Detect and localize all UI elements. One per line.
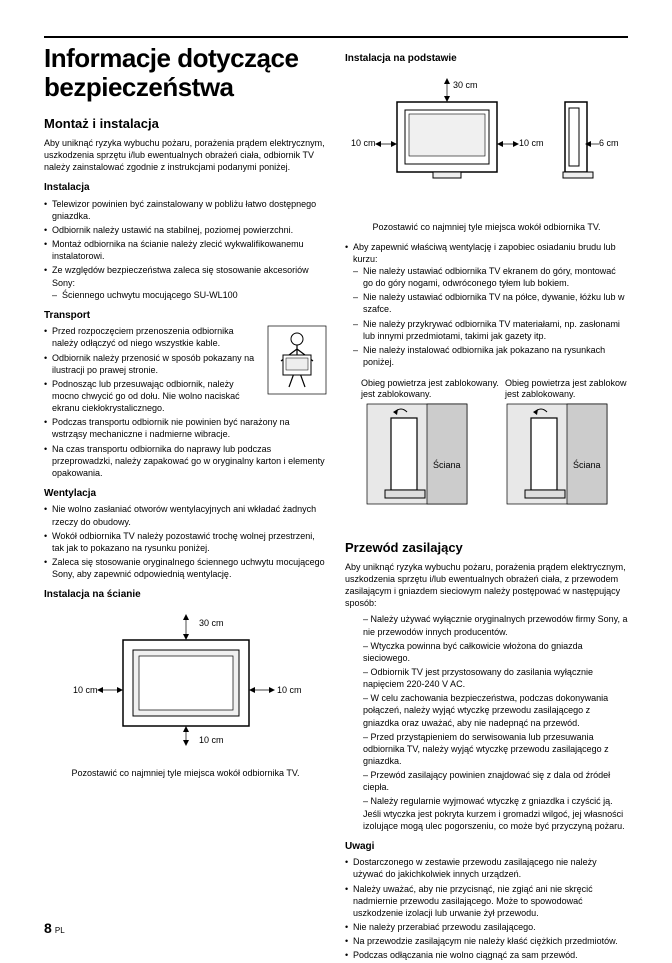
list-item: Aby zapewnić właściwą wentylację i zapob… [345,241,628,368]
svg-text:jest zablokowany.: jest zablokowany. [504,389,575,399]
list-item: Na czas transportu odbiornika do naprawy… [44,443,327,479]
list-item: Należy uważać, aby nie przycisnąć, nie z… [345,883,628,919]
wall-diagram-caption: Pozostawić co najmniej tyle miejsca wokó… [44,767,327,779]
list-item: – W celu zachowania bezpieczeństwa, podc… [353,692,628,728]
list-wentylacja: Nie wolno zasłaniać otworów wentylacyjny… [44,503,327,580]
list-item: – Należy regularnie wyjmować wtyczkę z g… [353,795,628,831]
svg-text:jest zablokowany.: jest zablokowany. [360,389,431,399]
heading-wentylacja: Wentylacja [44,487,327,501]
list-item: Nie należy przykrywać odbiornika TV mate… [353,318,628,342]
list-item: Telewizor powinien być zainstalowany w p… [44,198,327,222]
svg-text:30 cm: 30 cm [453,80,478,90]
svg-text:Obieg powietrza jest zablokowa: Obieg powietrza jest zablokowany. [505,378,627,388]
top-rule [44,36,628,38]
stand-diagram: 30 cm 10 cm 10 cm 6 cm [345,74,628,233]
power-intro: Aby uniknąć ryzyka wybuchu pożaru, poraż… [345,561,628,610]
list-transport: Przed rozpoczęciem przenoszenia odbiorni… [44,325,327,479]
svg-text:Ściana: Ściana [433,459,461,470]
content-columns: Informacje dotyczące bezpieczeństwa Mont… [44,44,628,963]
svg-text:10 cm: 10 cm [351,138,376,148]
stand-diagram-caption: Pozostawić co najmniej tyle miejsca wokó… [345,221,628,233]
list-vent2: Aby zapewnić właściwą wentylację i zapob… [345,241,628,368]
svg-text:Ściana: Ściana [573,459,601,470]
heading-power: Przewód zasilający [345,539,628,557]
heading-stand-install: Instalacja na podstawie [345,52,628,66]
blocked-air-diagram: Obieg powietrza jest zablokowany. jest z… [345,376,628,529]
wall-diagram: 30 cm 10 cm 10 cm 10 cm Pozostawić co na… [44,610,327,779]
list-item: Podnosząc lub przesuwając odbiornik, nal… [44,378,327,414]
list-item: Nie należy ustawiać odbiornika TV na pół… [353,291,628,315]
list-item: Nie wolno zasłaniać otworów wentylacyjny… [44,503,327,527]
intro-text: Aby uniknąć ryzyka wybuchu pożaru, poraż… [44,137,327,173]
heading-wall-install: Instalacja na ścianie [44,588,327,602]
heading-transport: Transport [44,309,327,323]
list-item: Odbiornik należy ustawić na stabilnej, p… [44,224,327,236]
svg-text:10 cm: 10 cm [277,685,301,695]
list-item: Przed rozpoczęciem przenoszenia odbiorni… [44,325,327,349]
list-item: Podczas transportu odbiornik nie powinie… [44,416,327,440]
list-instalacja: Telewizor powinien być zainstalowany w p… [44,198,327,301]
list-item: – Wtyczka powinna być całkowicie włożona… [353,640,628,664]
svg-text:30 cm: 30 cm [199,618,224,628]
list-item: Ze względów bezpieczeństwa zaleca się st… [44,264,327,300]
list-item: Nie należy przerabiać przewodu zasilając… [345,921,628,933]
list-power: – Należy używać wyłącznie oryginalnych p… [345,613,628,831]
svg-text:Obieg powietrza jest zablokowa: Obieg powietrza jest zablokowany. [361,378,499,388]
list-item: Nie należy instalować odbiornika jak pok… [353,344,628,368]
left-column: Informacje dotyczące bezpieczeństwa Mont… [44,44,327,963]
list-item: – Należy używać wyłącznie oryginalnych p… [353,613,628,637]
list-item: Wokół odbiornika TV należy pozostawić tr… [44,530,327,554]
page-title: Informacje dotyczące bezpieczeństwa [44,44,327,101]
page-footer: 8 PL [44,919,65,938]
list-item: – Przed przystąpieniem do serwisowania l… [353,731,628,767]
svg-text:6 cm: 6 cm [599,138,619,148]
heading-instalacja: Instalacja [44,181,327,195]
list-item: Zaleca się stosowanie oryginalnego ścien… [44,556,327,580]
page-lang: PL [55,926,65,935]
list-item: – Przewód zasilający powinien znajdować … [353,769,628,793]
list-item: Dostarczonego w zestawie przewodu zasila… [345,856,628,880]
right-column: Instalacja na podstawie 30 cm 10 cm 10 c… [345,44,628,963]
list-item: Podczas odłączania nie wolno ciągnąć za … [345,949,628,961]
list-item: Nie należy ustawiać odbiornika TV ekrane… [353,265,628,289]
list-uwagi: Dostarczonego w zestawie przewodu zasila… [345,856,628,961]
list-item: Odbiornik należy przenosić w sposób poka… [44,352,327,376]
svg-text:10 cm: 10 cm [73,685,98,695]
svg-text:10 cm: 10 cm [199,735,224,745]
page-number: 8 [44,920,52,936]
heading-uwagi: Uwagi [345,840,628,854]
list-item: Na przewodzie zasilającym nie należy kła… [345,935,628,947]
list-item: Ściennego uchwytu mocującego SU-WL100 [52,289,327,301]
svg-text:10 cm: 10 cm [519,138,544,148]
list-item: Montaż odbiornika na ścianie należy zlec… [44,238,327,262]
list-item: – Odbiornik TV jest przystosowany do zas… [353,666,628,690]
heading-montaz: Montaż i instalacja [44,115,327,133]
